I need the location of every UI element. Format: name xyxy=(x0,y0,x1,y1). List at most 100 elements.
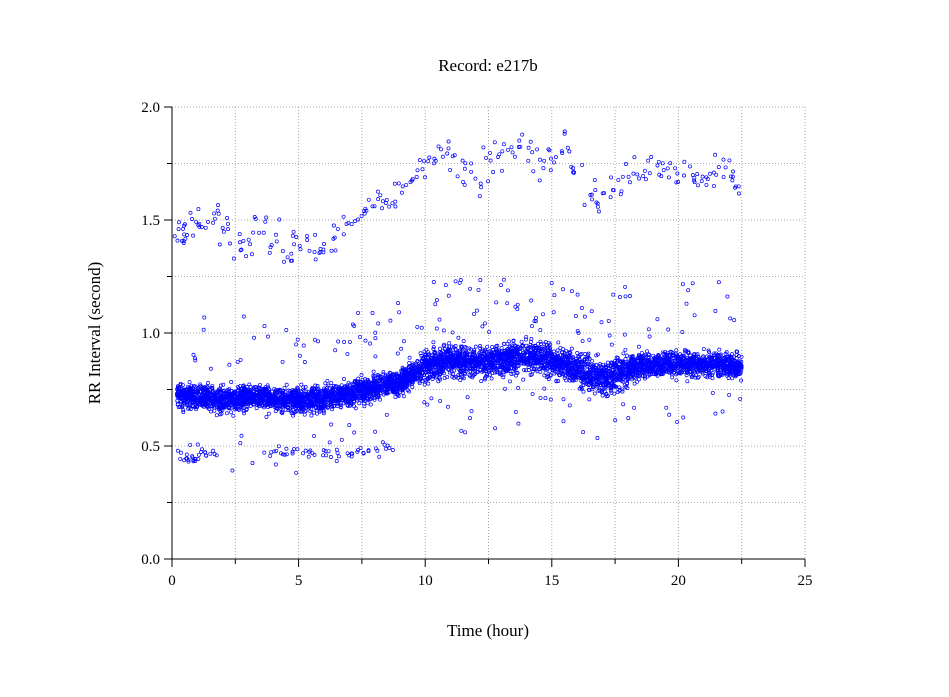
data-point xyxy=(300,394,305,399)
data-point xyxy=(347,400,352,405)
data-point xyxy=(609,386,614,391)
data-point xyxy=(283,407,288,412)
data-point xyxy=(431,345,436,350)
data-point xyxy=(204,384,209,389)
data-point xyxy=(690,372,695,377)
data-point xyxy=(620,387,625,392)
data-point xyxy=(674,353,679,358)
data-point xyxy=(500,359,505,364)
data-point xyxy=(467,373,472,378)
data-point xyxy=(282,385,287,390)
data-point xyxy=(674,348,679,353)
data-point xyxy=(710,376,715,381)
data-point xyxy=(658,367,663,372)
data-point xyxy=(210,383,215,388)
data-point xyxy=(331,404,336,409)
data-point xyxy=(422,382,427,387)
data-point xyxy=(353,378,358,383)
data-point xyxy=(295,385,300,390)
data-point xyxy=(471,373,476,378)
data-point xyxy=(468,347,473,352)
data-point xyxy=(249,401,254,405)
data-point xyxy=(388,371,393,376)
data-point xyxy=(605,360,610,365)
data-point xyxy=(442,347,447,352)
data-point xyxy=(690,360,695,364)
data-point xyxy=(645,349,649,354)
data-point xyxy=(555,354,560,359)
data-point xyxy=(671,355,676,360)
data-point xyxy=(244,406,249,411)
data-point xyxy=(546,374,551,379)
data-point xyxy=(489,376,494,381)
data-point xyxy=(411,373,416,378)
data-point xyxy=(590,358,595,363)
data-point xyxy=(541,354,546,359)
data-point xyxy=(611,373,616,378)
data-point xyxy=(501,368,506,373)
data-point xyxy=(734,370,739,375)
data-point xyxy=(274,406,279,411)
data-point xyxy=(450,357,455,362)
data-point xyxy=(202,389,207,394)
data-point xyxy=(277,404,282,408)
data-point xyxy=(242,396,247,401)
data-point xyxy=(641,370,646,375)
data-point xyxy=(552,356,557,361)
data-point xyxy=(633,357,638,362)
data-point xyxy=(243,390,248,395)
data-point xyxy=(482,349,487,354)
data-point xyxy=(515,357,520,362)
data-point xyxy=(612,384,617,389)
data-point xyxy=(541,365,545,370)
data-point xyxy=(493,351,498,355)
data-point xyxy=(625,353,629,358)
data-point xyxy=(635,370,640,375)
data-point xyxy=(294,395,299,400)
data-point xyxy=(445,354,450,359)
data-point xyxy=(578,360,583,365)
data-point xyxy=(728,359,732,364)
data-point xyxy=(358,391,363,396)
data-point xyxy=(487,368,492,372)
data-point xyxy=(526,356,531,360)
data-point xyxy=(351,386,356,391)
data-point xyxy=(221,397,226,402)
data-point xyxy=(638,356,643,361)
data-point xyxy=(473,344,478,349)
data-point xyxy=(575,351,580,355)
data-point xyxy=(210,404,215,409)
data-point xyxy=(420,366,425,371)
data-point xyxy=(353,406,358,411)
data-point xyxy=(239,393,244,398)
data-point xyxy=(516,345,521,350)
data-point xyxy=(516,360,521,365)
data-point xyxy=(305,397,310,402)
data-point xyxy=(653,371,658,376)
data-point xyxy=(433,355,438,360)
data-point xyxy=(569,346,574,351)
data-point xyxy=(450,355,455,360)
data-point xyxy=(231,391,236,396)
data-point xyxy=(473,366,477,371)
data-point xyxy=(698,357,702,362)
data-point xyxy=(517,357,522,362)
data-point xyxy=(455,375,460,380)
data-point xyxy=(218,408,223,413)
data-point xyxy=(595,352,600,357)
data-point xyxy=(661,357,666,362)
data-point xyxy=(705,354,710,359)
data-point xyxy=(378,383,383,388)
data-point xyxy=(707,350,712,354)
data-point xyxy=(219,405,224,409)
data-point xyxy=(336,386,341,391)
data-point xyxy=(645,368,650,373)
data-point xyxy=(419,376,424,381)
data-point xyxy=(468,369,473,374)
data-point xyxy=(609,360,614,365)
data-point xyxy=(309,390,314,395)
data-point xyxy=(652,364,657,369)
data-point xyxy=(581,383,586,387)
data-point xyxy=(583,362,588,367)
data-point xyxy=(393,395,398,400)
